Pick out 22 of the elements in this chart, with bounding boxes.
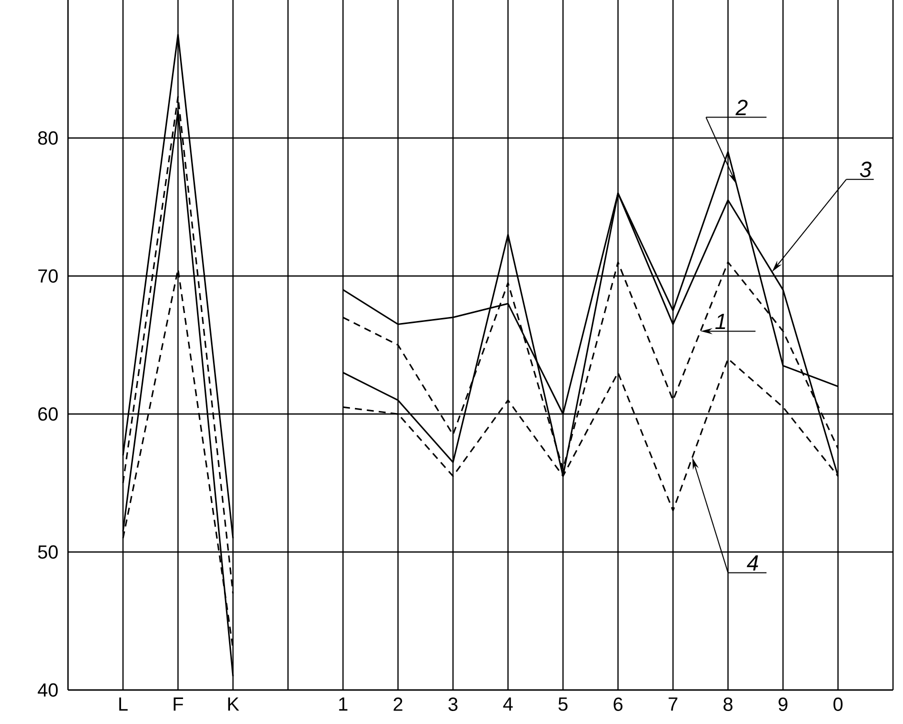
y-tick-label: 40: [38, 683, 58, 697]
x-tick-label: 2: [394, 698, 402, 711]
text: 3: [860, 162, 872, 178]
series-label: 2: [736, 100, 748, 116]
x-tick-label: 5: [558, 698, 568, 711]
x-tick-label: 6: [614, 698, 622, 711]
x-tick-label: 4: [503, 698, 513, 711]
y-tick-label: 60: [38, 407, 58, 421]
x-tick-label: 3: [448, 698, 458, 711]
x-tick-label: F: [174, 698, 184, 711]
x-tick-label: 9: [778, 698, 788, 711]
x-tick-label: 0: [833, 698, 843, 711]
y-tick-label: 80: [38, 131, 58, 145]
x-tick-label: 8: [724, 698, 732, 711]
x-tick-label: L: [119, 698, 128, 711]
legend-label: 1: [715, 314, 726, 329]
x-tick-label: 7: [668, 698, 678, 711]
x-tick-label: K: [228, 698, 240, 711]
y-tick-label: 70: [38, 269, 58, 283]
y-tick-label: 50: [38, 545, 58, 559]
x-tick-label: 1: [339, 698, 348, 711]
text: 4: [746, 555, 758, 570]
